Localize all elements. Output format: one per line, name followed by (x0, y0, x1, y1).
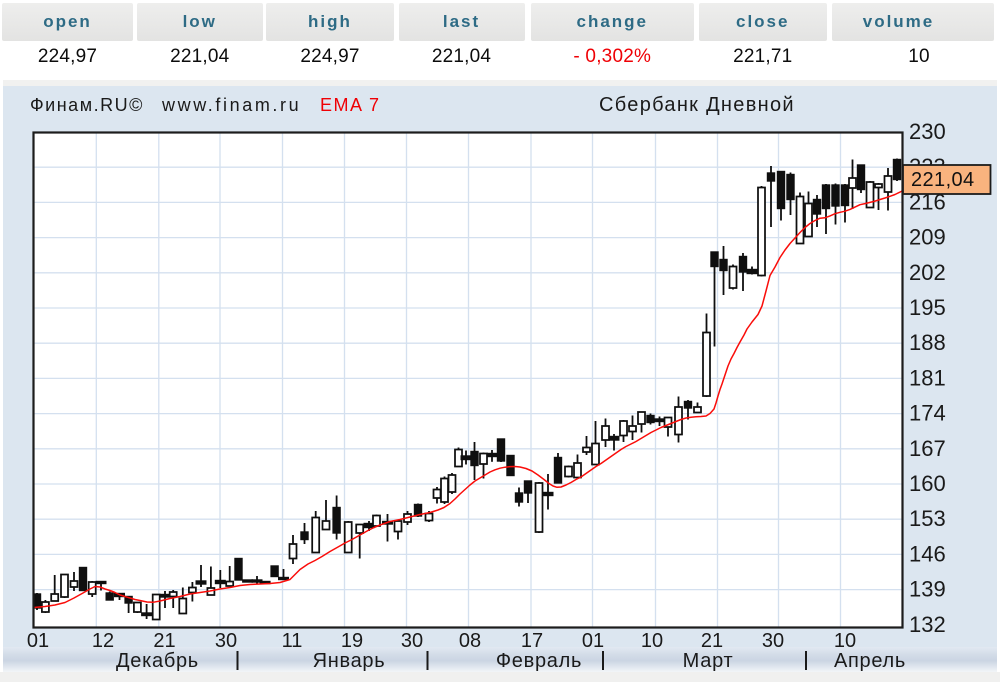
svg-text:195: 195 (909, 295, 946, 320)
svg-text:Март: Март (683, 650, 734, 672)
svg-text:160: 160 (909, 471, 946, 496)
svg-text:19: 19 (341, 630, 363, 652)
svg-text:Январь: Январь (313, 650, 386, 672)
svg-text:12: 12 (92, 630, 114, 652)
svg-text:153: 153 (909, 506, 946, 531)
svg-text:01: 01 (27, 630, 49, 652)
svg-text:30: 30 (762, 630, 784, 652)
svg-text:30: 30 (401, 630, 423, 652)
svg-text:188: 188 (909, 330, 946, 355)
svg-text:30: 30 (215, 630, 237, 652)
svg-text:139: 139 (909, 577, 946, 602)
svg-text:209: 209 (909, 225, 946, 250)
svg-text:Апрель: Апрель (834, 650, 906, 672)
svg-text:202: 202 (909, 260, 946, 285)
svg-text:Февраль: Февраль (496, 650, 582, 672)
svg-text:10: 10 (834, 630, 856, 652)
svg-text:167: 167 (909, 436, 946, 461)
svg-text:174: 174 (909, 401, 946, 426)
svg-text:221,04: 221,04 (911, 169, 975, 191)
svg-text:Декабрь: Декабрь (116, 650, 199, 672)
svg-text:146: 146 (909, 541, 946, 566)
svg-text:21: 21 (153, 630, 175, 652)
svg-text:08: 08 (459, 630, 481, 652)
svg-text:132: 132 (909, 612, 946, 637)
svg-text:17: 17 (521, 630, 543, 652)
svg-text:10: 10 (641, 630, 663, 652)
svg-text:230: 230 (909, 119, 946, 144)
svg-text:181: 181 (909, 365, 946, 390)
svg-text:21: 21 (701, 630, 723, 652)
svg-text:01: 01 (582, 630, 604, 652)
svg-text:11: 11 (282, 630, 303, 652)
